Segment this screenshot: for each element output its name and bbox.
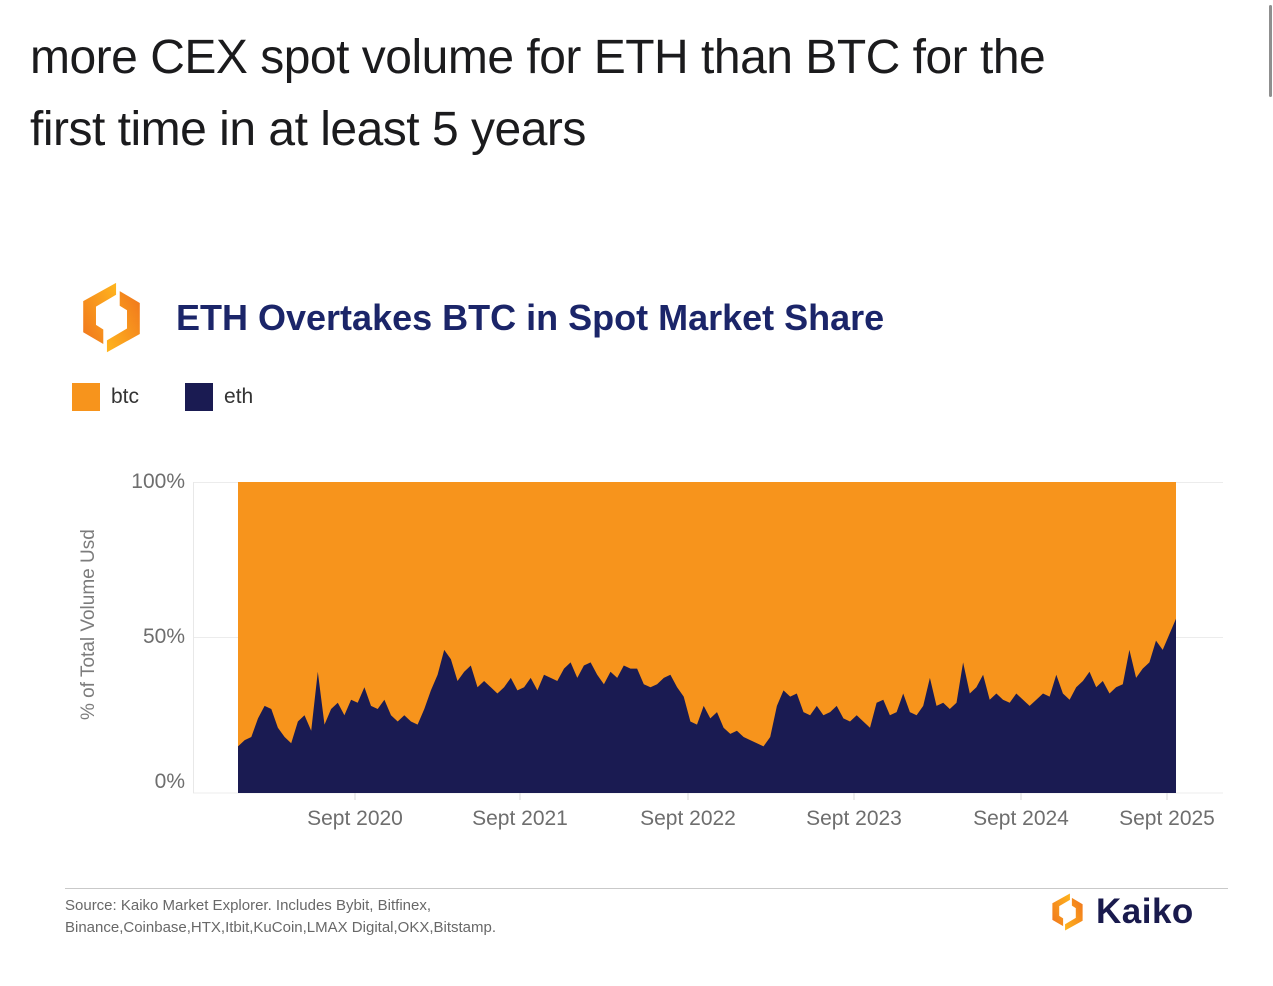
legend-label-btc: btc: [111, 385, 140, 408]
y-tick-100: 100%: [131, 470, 185, 493]
source-note-line1: Source: Kaiko Market Explorer. Includes …: [65, 897, 431, 914]
x-tick-sept-2024: Sept 2024: [973, 807, 1069, 830]
chart-header: ETH Overtakes BTC in Spot Market Share: [75, 281, 884, 355]
chart-legend: btc eth: [72, 383, 299, 411]
legend-item-eth: eth: [185, 383, 253, 411]
eth-swatch-icon: [185, 383, 214, 411]
btc-swatch-icon: [72, 383, 100, 411]
x-axis-ticks: [354, 793, 1168, 800]
page-title-line1: more CEX spot volume for ETH than BTC fo…: [30, 31, 1046, 84]
y-tick-50: 50%: [142, 625, 185, 648]
page-title-line2: first time in at least 5 years: [30, 103, 586, 156]
chart-title: ETH Overtakes BTC in Spot Market Share: [176, 297, 885, 338]
x-tick-sept-2021: Sept 2021: [472, 807, 568, 830]
page-title: more CEX spot volume for ETH than BTC fo…: [30, 22, 1046, 166]
kaiko-wordmark: Kaiko: [1096, 892, 1194, 931]
eth-area-series: [238, 618, 1176, 793]
scrollbar-thumb[interactable]: [1269, 5, 1272, 97]
x-tick-sept-2020: Sept 2020: [307, 807, 403, 830]
source-note: Source: Kaiko Market Explorer. Includes …: [65, 895, 496, 939]
source-note-line2: Binance,Coinbase,HTX,Itbit,KuCoin,LMAX D…: [65, 919, 497, 936]
footer-divider: [65, 888, 1228, 889]
kaiko-logo-icon: [1048, 892, 1087, 932]
kaiko-brand: Kaiko: [1048, 892, 1194, 932]
y-tick-0: 0%: [154, 770, 185, 793]
legend-item-btc: btc: [72, 383, 139, 411]
x-tick-sept-2023: Sept 2023: [806, 807, 902, 830]
stacked-area-chart: [193, 482, 1223, 800]
legend-label-eth: eth: [224, 385, 254, 408]
x-tick-sept-2022: Sept 2022: [640, 807, 736, 830]
x-tick-sept-2025: Sept 2025: [1119, 807, 1215, 830]
y-axis-title: % of Total Volume Usd: [78, 529, 99, 721]
kaiko-logo-icon: [75, 282, 148, 355]
